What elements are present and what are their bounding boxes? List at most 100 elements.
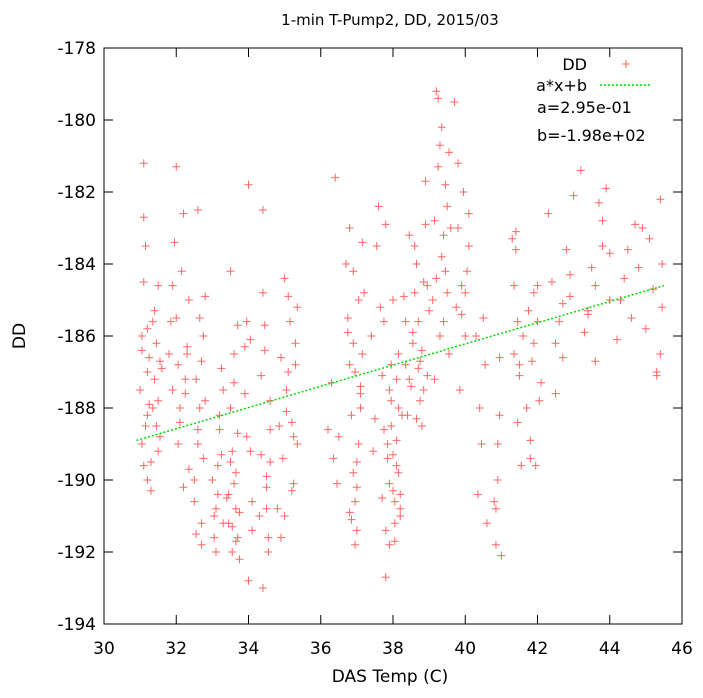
data-point bbox=[217, 364, 226, 373]
data-point bbox=[150, 306, 159, 315]
data-point bbox=[435, 141, 444, 150]
data-point bbox=[354, 440, 363, 448]
data-point bbox=[226, 404, 235, 412]
data-point bbox=[143, 411, 152, 420]
data-point bbox=[352, 458, 361, 466]
data-point bbox=[334, 432, 343, 441]
data-point bbox=[379, 425, 388, 434]
data-point bbox=[168, 281, 177, 290]
data-point bbox=[150, 375, 159, 384]
data-point bbox=[343, 314, 352, 322]
data-point bbox=[175, 404, 184, 412]
data-point bbox=[510, 350, 519, 358]
data-point bbox=[193, 206, 202, 214]
data-point bbox=[258, 206, 267, 214]
data-point bbox=[441, 267, 450, 276]
data-point bbox=[645, 234, 654, 243]
data-point bbox=[257, 450, 266, 459]
data-point bbox=[517, 461, 526, 470]
data-point bbox=[349, 339, 358, 348]
data-point bbox=[410, 242, 419, 250]
data-point bbox=[286, 317, 295, 326]
data-point bbox=[491, 540, 500, 549]
data-point bbox=[658, 303, 667, 312]
data-point bbox=[195, 314, 204, 322]
data-point bbox=[172, 162, 181, 171]
data-point bbox=[444, 350, 453, 358]
data-point bbox=[381, 573, 390, 582]
data-point bbox=[231, 468, 240, 477]
data-point bbox=[183, 350, 192, 358]
data-point bbox=[193, 440, 202, 448]
data-point bbox=[137, 332, 146, 340]
data-point bbox=[408, 328, 417, 337]
data-point bbox=[275, 422, 284, 430]
data-point bbox=[360, 288, 369, 297]
data-point bbox=[139, 461, 148, 470]
data-point bbox=[179, 209, 188, 218]
data-point bbox=[210, 512, 219, 520]
data-point bbox=[576, 166, 585, 175]
data-point bbox=[358, 238, 367, 247]
data-point bbox=[479, 314, 488, 322]
data-point bbox=[199, 332, 208, 340]
x-tick-label: 36 bbox=[310, 639, 332, 659]
data-point bbox=[457, 310, 466, 319]
data-point bbox=[515, 360, 524, 369]
fit-line bbox=[136, 284, 665, 442]
data-point bbox=[145, 353, 154, 362]
data-point bbox=[248, 497, 257, 506]
x-tick-label: 34 bbox=[238, 639, 260, 659]
legend-plus-mark bbox=[622, 60, 630, 68]
y-tick-label: -178 bbox=[57, 39, 96, 59]
data-point bbox=[513, 418, 522, 427]
data-point bbox=[421, 177, 430, 186]
data-point bbox=[152, 339, 161, 348]
data-point bbox=[394, 350, 403, 358]
data-point bbox=[349, 267, 358, 276]
data-point bbox=[258, 584, 267, 592]
x-tick-label: 40 bbox=[454, 639, 476, 659]
data-point bbox=[235, 508, 244, 517]
data-point bbox=[246, 335, 255, 344]
data-point bbox=[392, 436, 401, 445]
data-point bbox=[146, 486, 155, 495]
data-point bbox=[591, 281, 600, 290]
data-point bbox=[383, 440, 392, 448]
data-point bbox=[464, 209, 473, 218]
data-point bbox=[351, 540, 360, 549]
data-point bbox=[266, 396, 275, 405]
data-point bbox=[224, 519, 233, 528]
data-point bbox=[352, 483, 361, 492]
data-point bbox=[472, 332, 481, 340]
data-point bbox=[235, 555, 244, 564]
data-point bbox=[293, 440, 302, 448]
data-point bbox=[522, 404, 531, 412]
data-point bbox=[566, 270, 575, 279]
data-point bbox=[612, 335, 621, 344]
data-point bbox=[351, 497, 360, 506]
data-point bbox=[417, 422, 426, 430]
data-point bbox=[379, 317, 388, 326]
y-tick-label: -184 bbox=[57, 255, 96, 275]
data-point bbox=[266, 458, 275, 466]
data-point bbox=[264, 533, 273, 542]
data-point bbox=[291, 339, 300, 348]
x-tick-label: 42 bbox=[527, 639, 549, 659]
fit-line-group bbox=[136, 284, 665, 442]
data-point bbox=[396, 490, 405, 499]
data-point bbox=[146, 458, 155, 466]
data-point bbox=[197, 357, 206, 366]
data-point bbox=[414, 317, 423, 326]
data-point bbox=[408, 339, 417, 348]
data-point bbox=[381, 526, 390, 535]
data-point bbox=[284, 368, 293, 376]
data-point bbox=[394, 468, 403, 477]
data-point bbox=[558, 299, 567, 308]
data-point bbox=[289, 479, 298, 488]
data-point bbox=[383, 454, 392, 463]
data-point bbox=[602, 184, 611, 193]
data-point bbox=[390, 497, 399, 506]
data-point bbox=[343, 328, 352, 337]
data-point bbox=[179, 483, 188, 492]
